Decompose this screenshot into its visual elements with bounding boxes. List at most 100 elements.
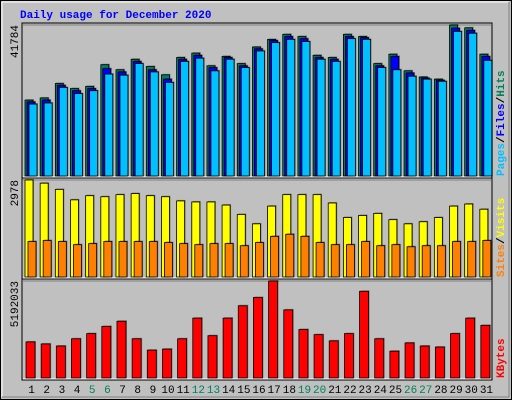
bar xyxy=(27,241,37,278)
x-tick-label: 20 xyxy=(313,385,326,397)
legend: Pages/Files/Hits xyxy=(496,70,508,176)
bar xyxy=(40,343,51,379)
bar xyxy=(57,241,67,278)
bar xyxy=(392,69,402,177)
bar xyxy=(483,59,493,177)
bar xyxy=(419,345,430,379)
bar xyxy=(268,280,278,379)
bar xyxy=(149,71,159,177)
bar xyxy=(42,240,52,278)
x-tick-label: 22 xyxy=(343,385,356,397)
bar xyxy=(224,243,234,278)
bar xyxy=(316,58,326,177)
x-tick-label: 12 xyxy=(192,385,205,397)
x-tick-label: 14 xyxy=(222,385,236,397)
bar xyxy=(467,241,477,278)
bar xyxy=(283,309,294,379)
bar xyxy=(133,241,143,278)
bar xyxy=(209,243,219,278)
bar xyxy=(376,245,386,278)
x-tick-label: 4 xyxy=(74,385,81,397)
bar xyxy=(237,305,248,379)
x-tick-label: 31 xyxy=(480,385,494,397)
bar xyxy=(468,32,478,177)
bar xyxy=(225,58,235,177)
bar xyxy=(25,341,36,379)
bar xyxy=(55,345,66,379)
x-tick-label: 6 xyxy=(104,385,111,397)
bar xyxy=(407,75,417,177)
bar xyxy=(222,317,233,379)
x-tick-label: 1 xyxy=(28,385,35,397)
bar xyxy=(134,63,144,177)
x-tick-label: 2 xyxy=(43,385,50,397)
bar xyxy=(253,297,263,379)
x-tick-label: 11 xyxy=(177,385,191,397)
bar xyxy=(194,244,204,278)
x-tick-label: 5 xyxy=(89,385,96,397)
bar xyxy=(434,346,445,379)
bar xyxy=(345,244,355,278)
bar xyxy=(300,235,310,278)
bar xyxy=(28,103,38,177)
bar xyxy=(480,324,491,379)
y-tick-label: 41784 xyxy=(10,25,22,58)
x-tick-label: 30 xyxy=(465,385,478,397)
x-tick-label: 26 xyxy=(404,385,417,397)
x-tick-label: 29 xyxy=(449,385,462,397)
x-tick-label: 24 xyxy=(374,385,388,397)
bar xyxy=(179,243,189,278)
bar xyxy=(148,241,158,278)
bar xyxy=(343,333,354,379)
bar xyxy=(391,244,401,278)
bar xyxy=(74,93,83,177)
legend: KBytes xyxy=(496,338,508,378)
bar xyxy=(422,78,432,177)
bar xyxy=(146,349,157,379)
bar xyxy=(207,335,218,379)
x-tick-label: 8 xyxy=(134,385,141,397)
bar xyxy=(330,244,340,278)
legend-entry: Hits xyxy=(496,70,508,96)
bar xyxy=(328,340,339,379)
x-tick-label: 28 xyxy=(434,385,447,397)
y-tick-label: 5192033 xyxy=(10,281,22,327)
bar xyxy=(452,241,461,278)
bar xyxy=(301,41,311,177)
legend-separator: / xyxy=(496,136,508,143)
bar xyxy=(406,246,416,278)
bar xyxy=(362,38,371,177)
bar xyxy=(239,245,249,278)
x-tick-label: 10 xyxy=(161,385,174,397)
bar xyxy=(89,90,99,177)
x-tick-label: 18 xyxy=(283,385,296,397)
bar xyxy=(119,74,129,177)
bar xyxy=(101,326,112,379)
bar xyxy=(177,338,188,379)
bar xyxy=(118,241,128,278)
bar xyxy=(270,235,279,278)
bar xyxy=(361,241,370,278)
bar xyxy=(359,290,369,379)
x-tick-label: 19 xyxy=(298,385,311,397)
legend-entry: Sites xyxy=(496,244,508,277)
bar xyxy=(374,338,385,379)
legend-entry: KBytes xyxy=(496,338,508,378)
chart-title: Daily usage for December 2020 xyxy=(20,10,211,22)
legend-entry: Visits xyxy=(496,198,508,238)
bar xyxy=(450,333,460,379)
bar xyxy=(389,350,400,379)
legend-entry: Files xyxy=(496,103,508,136)
bar xyxy=(271,42,280,177)
x-tick-label: 3 xyxy=(59,385,66,397)
bar xyxy=(437,80,447,177)
bar xyxy=(404,342,415,379)
bar xyxy=(88,243,98,278)
bar xyxy=(58,87,68,177)
bar xyxy=(180,61,190,177)
bar xyxy=(256,50,265,177)
y-tick-label: 2978 xyxy=(10,180,22,206)
x-tick-label: 27 xyxy=(419,385,432,397)
bar xyxy=(482,240,492,278)
